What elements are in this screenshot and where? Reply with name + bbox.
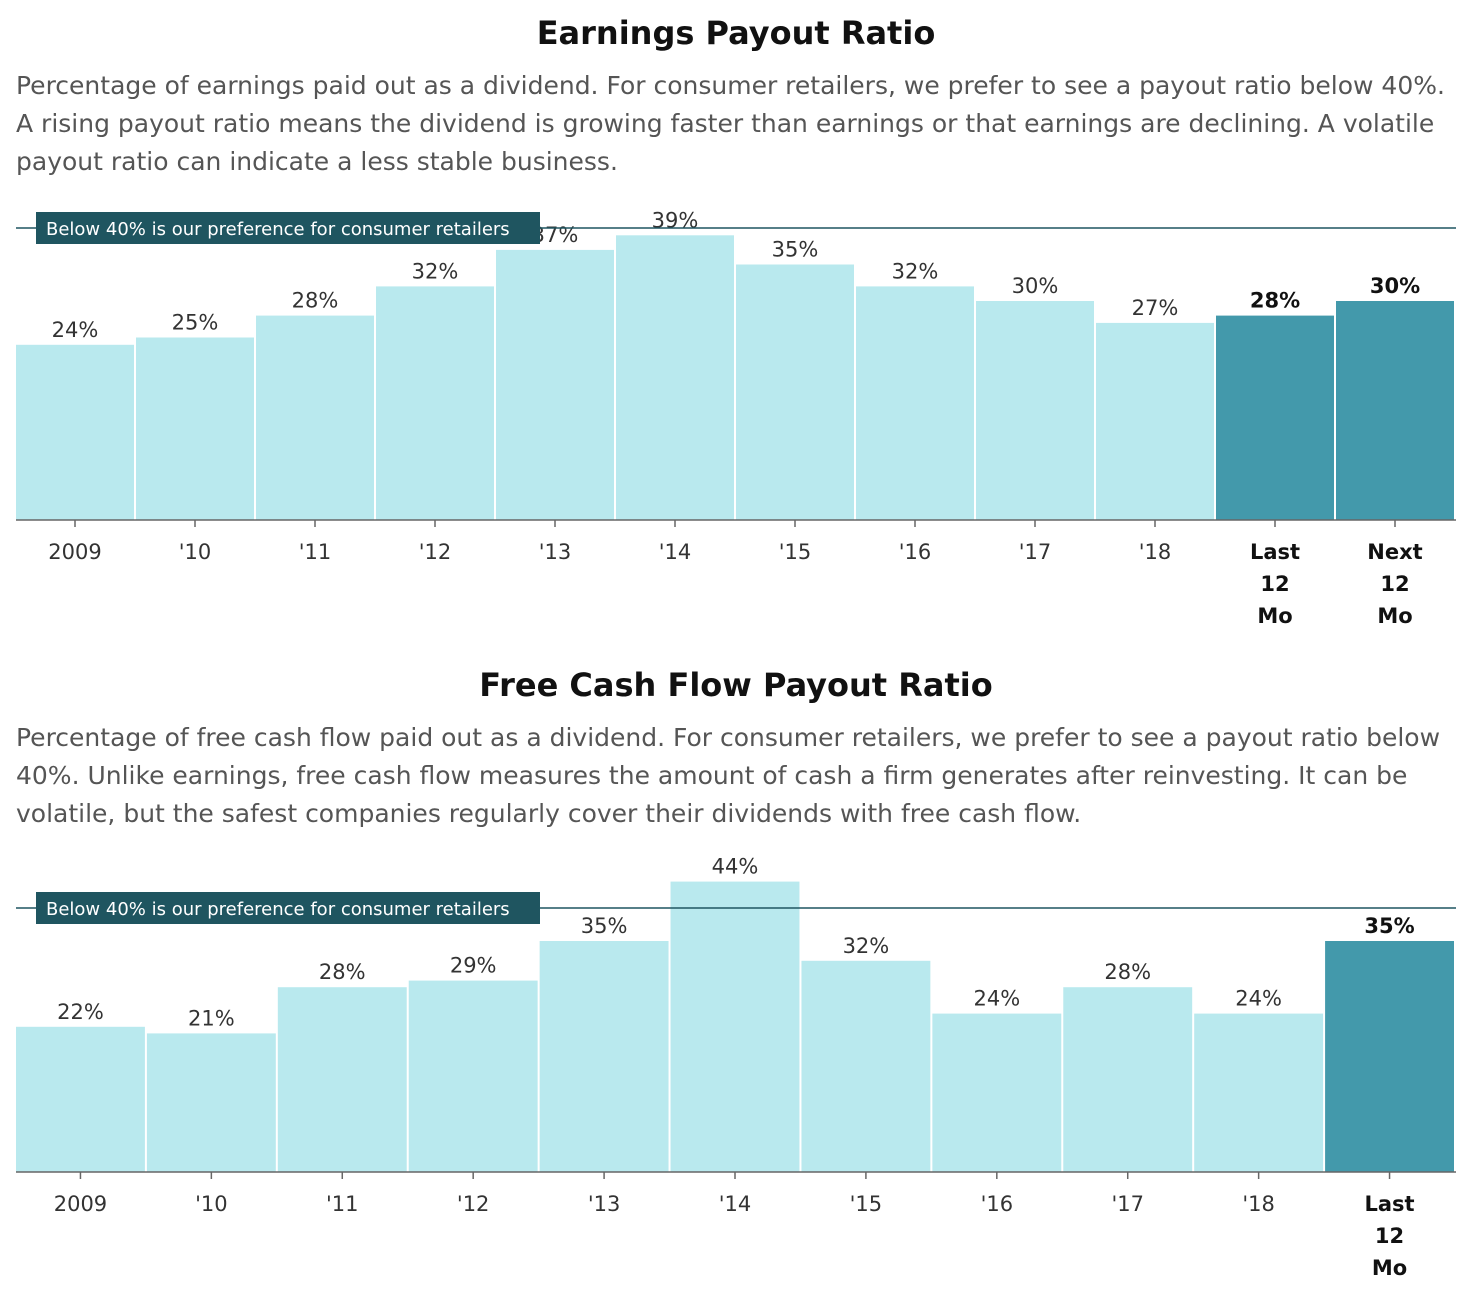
x-tick-label-5: '14 bbox=[719, 1192, 752, 1216]
value-label-6: 35% bbox=[772, 238, 819, 262]
bar-1 bbox=[136, 337, 254, 520]
bar-6 bbox=[801, 960, 931, 1172]
earnings-payout-chart: 24% 25%28%32%37%39%35%32%30%27% 28%30%Belo… bbox=[16, 208, 1456, 628]
reference-label-box bbox=[36, 212, 540, 244]
x-tick-label-10: Last 12 Mo bbox=[1364, 1192, 1414, 1280]
x-tick-label-3: '12 bbox=[419, 540, 452, 564]
bar-4 bbox=[496, 249, 614, 520]
x-tick-label-10: Last 12 Mo bbox=[1250, 540, 1300, 628]
value-label-1: 21% bbox=[188, 1006, 235, 1030]
x-tick-label-0: 2009 bbox=[48, 540, 101, 564]
value-label-8: 30% bbox=[1012, 274, 1059, 298]
value-label-4: 35% bbox=[581, 914, 628, 938]
x-tick-label-8: '17 bbox=[1111, 1192, 1144, 1216]
x-tick-label-6: '15 bbox=[779, 540, 812, 564]
chart-title-earnings: Earnings Payout Ratio bbox=[536, 14, 936, 52]
x-tick-label-4: '13 bbox=[588, 1192, 621, 1216]
x-tick-label-1: '10 bbox=[195, 1192, 228, 1216]
bar-0 bbox=[16, 344, 134, 520]
bar-3 bbox=[408, 980, 538, 1172]
x-tick-label-7: '16 bbox=[981, 1192, 1014, 1216]
chart-description-fcf: Percentage of free cash flow paid out as… bbox=[16, 723, 1441, 828]
fcf-payout-chart: 22% 21% 28% 29% 35% 44% 32% 24% 28% 24% 35% Below 4… bbox=[16, 855, 1456, 1280]
bar-10 bbox=[1325, 941, 1454, 1172]
bar-9 bbox=[1194, 1013, 1324, 1172]
value-label-2: 28% bbox=[292, 289, 339, 313]
x-tick-label-0: 2009 bbox=[54, 1192, 107, 1216]
bar-5 bbox=[616, 235, 734, 521]
value-label-9: 27% bbox=[1132, 296, 1179, 320]
value-label-3: 29% bbox=[450, 954, 497, 978]
bar-6 bbox=[736, 264, 854, 520]
x-tick-label-8: '17 bbox=[1019, 540, 1052, 564]
value-label-2: 28% bbox=[319, 960, 366, 984]
bar-2 bbox=[277, 987, 407, 1172]
chart-description-earnings: Percentage of earnings paid out as a div… bbox=[16, 71, 1445, 176]
bar-4 bbox=[539, 941, 669, 1172]
value-label-11: 30% bbox=[1370, 274, 1420, 298]
x-tick-label-6: '15 bbox=[850, 1192, 883, 1216]
value-label-1: 25% bbox=[172, 311, 219, 335]
value-label-10: 28% bbox=[1250, 289, 1300, 313]
bar-1 bbox=[146, 1033, 276, 1172]
value-label-10: 35% bbox=[1364, 914, 1414, 938]
x-tick-label-5: '14 bbox=[659, 540, 692, 564]
x-tick-label-2: '11 bbox=[299, 540, 332, 564]
bar-9 bbox=[1096, 322, 1214, 520]
x-tick-label-3: '12 bbox=[457, 1192, 490, 1216]
value-label-0: 24% bbox=[52, 318, 99, 342]
x-tick-label-11: Next 12 Mo bbox=[1367, 540, 1422, 628]
value-label-5: 44% bbox=[712, 855, 759, 879]
x-tick-label-9: '18 bbox=[1139, 540, 1172, 564]
bar-7 bbox=[932, 1013, 1062, 1172]
x-tick-label-1: '10 bbox=[179, 540, 212, 564]
bar-10 bbox=[1216, 315, 1334, 520]
reference-label-box bbox=[36, 892, 540, 924]
reference-label: Below 40% is our preference for consumer… bbox=[46, 899, 510, 920]
bar-8 bbox=[1063, 987, 1193, 1172]
value-label-8: 28% bbox=[1104, 960, 1151, 984]
bar-2 bbox=[256, 315, 374, 520]
x-tick-label-9: '18 bbox=[1242, 1192, 1275, 1216]
value-label-7: 32% bbox=[892, 259, 939, 283]
bar-11 bbox=[1336, 301, 1454, 520]
bar-7 bbox=[856, 286, 974, 520]
value-label-0: 22% bbox=[57, 1000, 104, 1024]
x-tick-label-4: '13 bbox=[539, 540, 572, 564]
x-tick-label-7: '16 bbox=[899, 540, 932, 564]
value-label-9: 24% bbox=[1235, 987, 1282, 1011]
reference-label: Below 40% is our preference for consumer… bbox=[46, 219, 510, 240]
value-label-3: 32% bbox=[412, 259, 459, 283]
value-label-6: 32% bbox=[843, 934, 890, 958]
bar-8 bbox=[976, 301, 1094, 520]
bar-3 bbox=[376, 286, 494, 520]
bar-5 bbox=[670, 881, 800, 1172]
chart-title-fcf: Free Cash Flow Payout Ratio bbox=[479, 666, 993, 704]
x-tick-label-2: '11 bbox=[326, 1192, 359, 1216]
value-label-7: 24% bbox=[973, 987, 1020, 1011]
bar-0 bbox=[16, 1026, 145, 1172]
